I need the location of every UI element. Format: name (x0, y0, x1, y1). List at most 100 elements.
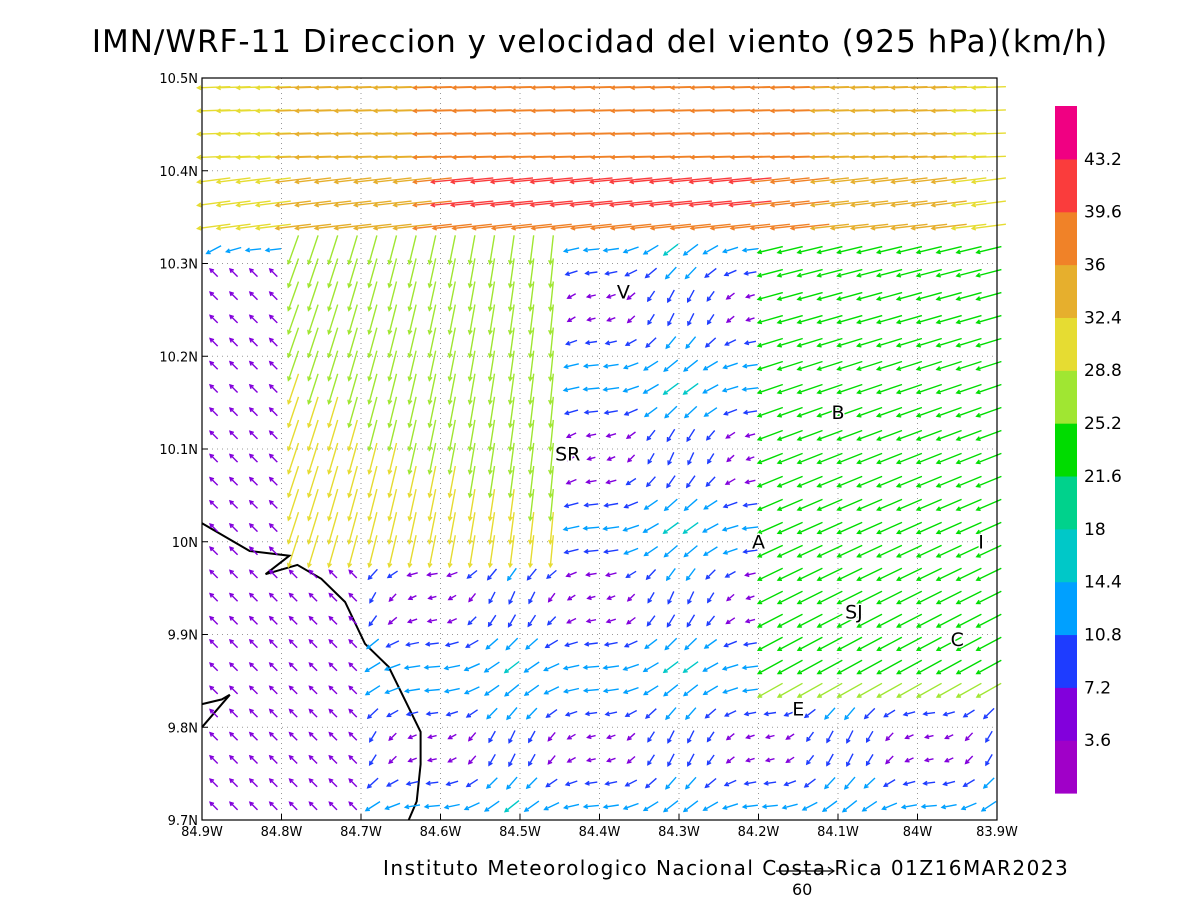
wind-arrow-shaft (565, 270, 578, 276)
wind-arrow (582, 386, 600, 392)
wind-arrow-shaft (897, 245, 923, 254)
wind-arrow-head (527, 423, 533, 429)
wind-arrow-shaft (549, 396, 554, 428)
colorbar-label: 25.2 (1084, 414, 1122, 434)
wind-arrow-shaft (750, 177, 790, 183)
wind-arrow-head (228, 754, 234, 760)
wind-arrow-shaft (745, 572, 756, 576)
wind-arrow (935, 544, 962, 558)
wind-arrow-shaft (549, 465, 554, 497)
wind-arrow (327, 350, 339, 382)
wind-arrow-head (849, 108, 856, 114)
wind-arrow-shaft (348, 235, 358, 265)
wind-arrow-head (507, 423, 513, 429)
wind-arrow-head (196, 225, 202, 231)
wind-arrow-head (910, 154, 916, 160)
wind-arrow (647, 592, 655, 604)
wind-arrow (865, 730, 874, 744)
wind-arrow-head (743, 711, 750, 717)
wind-arrow (364, 685, 381, 696)
wind-arrow (665, 707, 677, 721)
wind-arrow-head (682, 807, 689, 813)
wind-arrow-shaft (567, 293, 577, 299)
wind-arrow-head (347, 469, 353, 475)
wind-arrow-head (347, 283, 353, 289)
wind-arrow-head (895, 436, 902, 441)
wind-arrow-shaft (289, 755, 298, 764)
wind-arrow-shaft (275, 223, 311, 230)
wind-arrow-head (836, 506, 842, 511)
wind-arrow-head (274, 108, 280, 114)
wind-arrow-shaft (328, 639, 338, 649)
wind-arrow-shaft (891, 200, 928, 206)
wind-arrow-shaft (972, 177, 1006, 183)
wind-arrow (935, 291, 962, 301)
wind-arrow-head (527, 376, 533, 382)
wind-arrow-head (484, 691, 490, 696)
wind-arrow-head (388, 759, 394, 765)
wind-arrow-head (465, 782, 471, 788)
wind-arrow-head (287, 329, 292, 336)
wind-arrow-head (728, 179, 734, 185)
wind-arrow (682, 243, 699, 256)
wind-arrow (507, 258, 515, 289)
wind-arrow (885, 732, 894, 742)
wind-arrow-shaft (744, 711, 757, 716)
wind-arrow (427, 512, 437, 545)
wind-arrow-shaft (916, 268, 942, 277)
wind-arrow-head (209, 708, 215, 714)
wind-arrow-head (254, 225, 261, 231)
wind-arrow (915, 360, 943, 371)
wind-arrow-head (703, 412, 709, 417)
wind-arrow-head (507, 329, 513, 336)
wind-arrow (836, 291, 863, 301)
wind-arrow (682, 661, 699, 674)
wind-arrow-head (876, 553, 882, 558)
wind-arrow-shaft (309, 801, 318, 811)
wind-arrow (875, 245, 903, 255)
wind-arrow-head (722, 805, 728, 810)
wind-arrow-shaft (427, 619, 438, 623)
wind-arrow-shaft (584, 804, 599, 808)
wind-arrow (626, 593, 636, 602)
wind-arrow (904, 734, 914, 740)
wind-arrow (796, 429, 823, 441)
wind-arrow-shaft (209, 616, 219, 625)
wind-arrow (585, 479, 597, 485)
wind-arrow (209, 778, 219, 788)
wind-arrow-shaft (647, 754, 655, 766)
wind-arrow-shaft (368, 396, 378, 428)
wind-arrow (849, 200, 889, 208)
wind-arrow-head (742, 641, 749, 647)
wind-arrow-shaft (777, 521, 803, 534)
wind-arrow-shaft (408, 465, 417, 498)
wind-arrow (547, 731, 556, 742)
wind-arrow-head (829, 154, 836, 160)
wind-arrow-shaft (388, 465, 398, 498)
wind-arrow (228, 662, 239, 672)
wind-arrow (384, 802, 401, 811)
wind-arrow-head (485, 644, 491, 650)
wind-arrow-shaft (348, 488, 358, 521)
wind-arrow-head (829, 108, 836, 114)
wind-arrow (706, 290, 715, 302)
wind-arrow-shaft (464, 663, 480, 671)
wind-arrow-head (682, 529, 688, 534)
wind-arrow-head (955, 459, 961, 465)
wind-arrow-head (487, 446, 493, 452)
wind-arrow-shaft (663, 800, 679, 813)
wind-arrow-head (347, 516, 353, 522)
wind-arrow (369, 591, 377, 604)
wind-arrow (743, 340, 757, 346)
wind-arrow-head (443, 804, 450, 810)
wind-arrow (268, 801, 278, 811)
wind-arrow-head (589, 108, 596, 114)
wind-arrow-head (548, 539, 554, 545)
wind-arrow-shaft (209, 778, 219, 788)
wind-arrow-head (606, 595, 612, 601)
wind-arrow-head (248, 662, 254, 668)
wind-arrow-head (624, 712, 630, 717)
wind-arrow-head (704, 342, 710, 348)
wind-arrow (549, 200, 593, 208)
wind-arrow (507, 350, 515, 382)
